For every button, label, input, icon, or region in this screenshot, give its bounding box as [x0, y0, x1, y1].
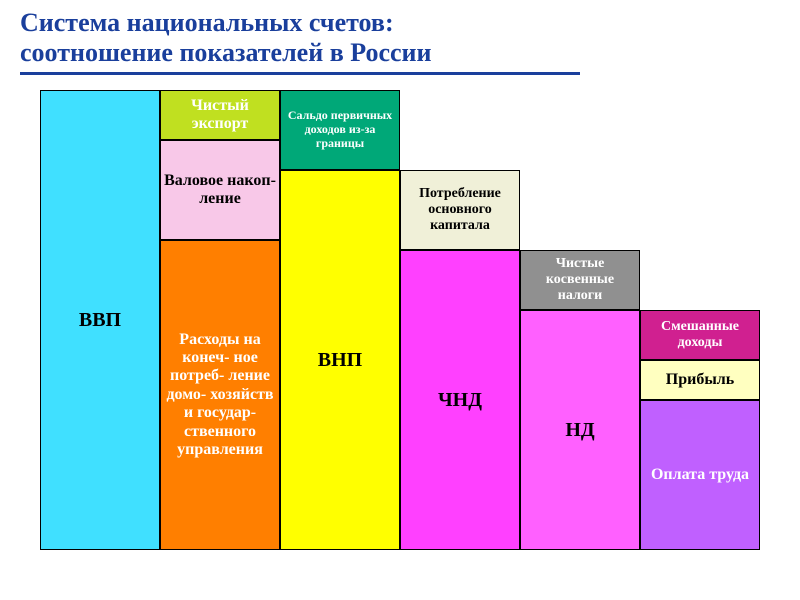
box-saldo: Сальдо первичных доходов из-за границы: [280, 90, 400, 170]
box-nakop: Валовое накоп- ление: [160, 140, 280, 240]
box-smesh: Смешанные доходы: [640, 310, 760, 360]
page-title: Система национальных счетов: соотношение…: [20, 8, 760, 68]
box-vvp: ВВП: [40, 90, 160, 550]
box-chnd: ЧНД: [400, 250, 520, 550]
title-line1: Система национальных счетов:: [20, 8, 394, 37]
box-rashody: Расходы на конеч- ное потреб- ление домо…: [160, 240, 280, 550]
box-oplata: Оплата труда: [640, 400, 760, 550]
box-nd: НД: [520, 310, 640, 550]
box-vnp: ВНП: [280, 170, 400, 550]
title-underline: [20, 72, 580, 75]
box-potreb: Потребление основного капитала: [400, 170, 520, 250]
box-pribyl: Прибыль: [640, 360, 760, 400]
title-line2: соотношение показателей в России: [20, 38, 432, 67]
box-export: Чистый экспорт: [160, 90, 280, 140]
sna-diagram: ВВП Чистый экспорт Валовое накоп- ление …: [40, 90, 760, 560]
box-kosv: Чистые косвенные налоги: [520, 250, 640, 310]
